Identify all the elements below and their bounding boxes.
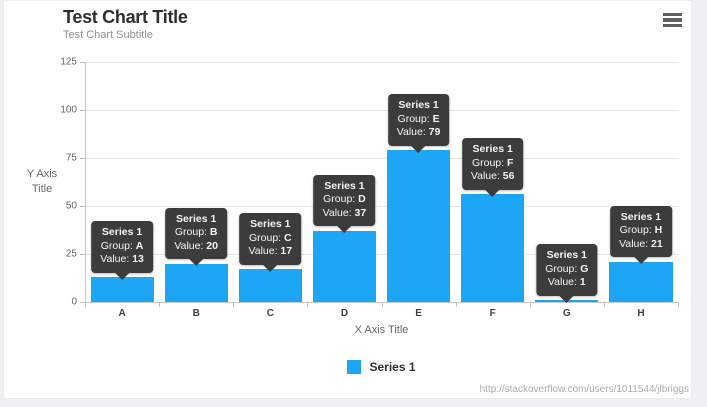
x-axis-label-A: A (118, 308, 126, 319)
hamburger-icon (663, 12, 682, 17)
gridline (85, 254, 678, 255)
gridline (85, 62, 678, 63)
x-axis-label-C: C (266, 308, 274, 319)
chart-title: Test Chart Title (63, 7, 188, 27)
x-axis-label-D: D (340, 308, 349, 319)
bar-D[interactable] (312, 230, 376, 302)
x-axis-tick (455, 302, 457, 307)
tooltip-pointer-icon (263, 264, 278, 272)
x-axis-label-E: E (415, 308, 422, 319)
hamburger-icon (663, 23, 682, 28)
tooltip-pointer-icon (633, 257, 648, 265)
x-axis-label-B: B (192, 308, 200, 319)
tooltip-F: Series 1 Group: F Value: 56 (461, 138, 524, 197)
hamburger-icon (663, 18, 682, 22)
x-axis-tick (603, 302, 605, 307)
tooltip-D: Series 1 Group: D Value: 37 (313, 174, 376, 234)
bar-E[interactable] (387, 150, 451, 302)
y-axis-title: Y Axis Title (26, 168, 58, 195)
y-axis-tick (80, 62, 85, 63)
tooltip-pointer-icon (189, 259, 204, 267)
x-axis-tick (678, 302, 679, 307)
legend-label: Series 1 (369, 360, 416, 374)
x-axis-label-H: H (637, 308, 645, 319)
x-axis-label-G: G (562, 308, 571, 319)
y-axis-label: 50 (65, 200, 77, 212)
y-axis-tick (80, 254, 85, 255)
y-axis-label: 25 (65, 248, 77, 260)
export-menu-button[interactable] (661, 10, 685, 30)
legend: Series 1 (85, 360, 678, 374)
bar-B[interactable] (164, 263, 228, 302)
bar-C[interactable] (238, 269, 302, 302)
tooltip-C: Series 1 Group: C Value: 17 (239, 213, 302, 272)
tooltip-A: Series 1 Group: A Value: 13 (91, 221, 153, 280)
legend-item-series-1[interactable]: Series 1 (347, 360, 416, 374)
gridline (85, 206, 678, 207)
tooltip-B: Series 1 Group: B Value: 20 (165, 207, 227, 267)
bar-A[interactable] (90, 277, 154, 302)
y-axis-line (85, 62, 86, 302)
legend-swatch-icon (347, 360, 362, 374)
x-axis-title: X Axis Title (354, 324, 409, 336)
y-axis-tick (80, 110, 85, 111)
tooltip-pointer-icon (559, 295, 574, 303)
y-axis-tick (80, 302, 85, 303)
bar-H[interactable] (609, 261, 673, 302)
bar-F[interactable] (461, 194, 525, 302)
y-axis-label: 0 (71, 296, 77, 308)
tooltip-pointer-icon (115, 272, 130, 280)
x-axis-tick (307, 302, 309, 307)
chart-subtitle: Test Chart Subtitle (63, 29, 153, 41)
tooltip-pointer-icon (337, 226, 352, 234)
x-axis-tick (233, 302, 235, 307)
tooltip-E: Series 1 Group: E Value: 79 (387, 94, 450, 153)
gridline (85, 110, 678, 111)
y-axis-label: 75 (65, 152, 77, 164)
y-axis-label: 125 (60, 56, 77, 68)
credit-link[interactable]: http://stackoverflow.com/users/1011544/j… (479, 384, 689, 395)
tooltip-pointer-icon (411, 145, 426, 153)
x-axis-label-F: F (489, 308, 496, 319)
tooltip-G: Series 1 Group: G Value: 1 (536, 244, 598, 303)
x-axis-tick (159, 302, 161, 307)
tooltip-H: Series 1 Group: H Value: 21 (610, 205, 672, 265)
y-axis-label: 100 (60, 104, 77, 116)
gridline (85, 158, 678, 159)
x-axis-tick (85, 302, 86, 307)
x-axis-tick (529, 302, 531, 307)
y-axis-tick (80, 158, 85, 159)
tooltip-pointer-icon (485, 189, 500, 197)
x-axis-tick (381, 302, 383, 307)
y-axis-tick (80, 206, 85, 207)
